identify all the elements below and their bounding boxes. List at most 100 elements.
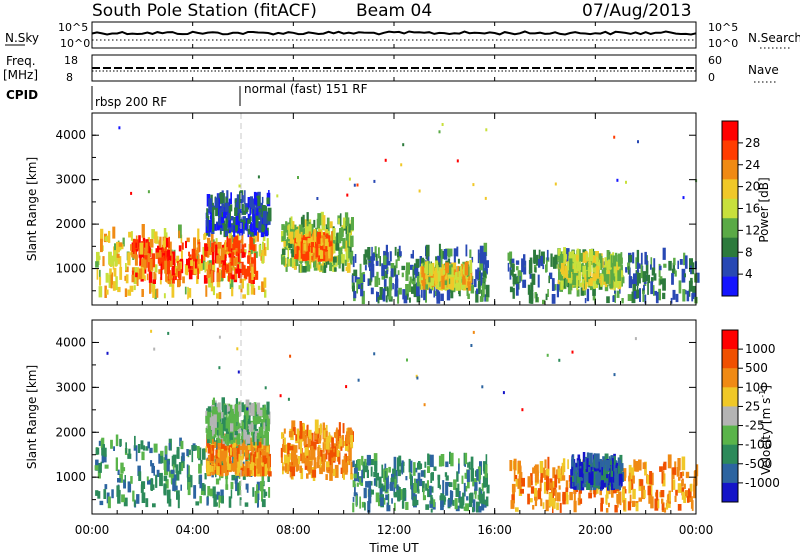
scatter-cell (287, 442, 290, 454)
scatter-cell (265, 491, 268, 497)
scatter-cell (252, 209, 254, 220)
scatter-cell (138, 471, 142, 481)
scatter-cell (218, 292, 222, 300)
scatter-cell (291, 221, 295, 227)
scatter-cell (616, 290, 620, 298)
scatter-cell (588, 473, 593, 484)
scatter-cell (468, 276, 470, 281)
scatter-cell (352, 480, 356, 488)
scatter-cell (638, 273, 641, 284)
scatter-cell (447, 258, 451, 268)
scatter-cell (201, 483, 205, 494)
scatter-cell (338, 218, 341, 225)
scatter-cell (123, 497, 128, 507)
nave-label: Nave (748, 63, 779, 77)
velocity-colorbar-label: Velocity [m s-1] (758, 385, 773, 475)
scatter-cell (312, 449, 316, 458)
colorbar-frame (721, 329, 739, 503)
scatter-cell (467, 462, 469, 468)
scatter-cell (450, 268, 454, 277)
scatter-cell (341, 254, 345, 264)
scatter-cell (522, 279, 527, 288)
scatter-cell (155, 248, 159, 259)
scatter-cell (314, 419, 319, 434)
scatter-cell (110, 283, 113, 289)
scatter-cell (375, 474, 378, 487)
scatter-cell (99, 500, 104, 506)
scatter-cell (233, 217, 237, 226)
scatter-cell (218, 444, 222, 458)
scatter-cell (308, 461, 311, 475)
scatter-cell (528, 260, 533, 274)
scatter-cell (160, 450, 164, 456)
scatter-cell (429, 485, 432, 498)
scatter-cell (378, 498, 382, 507)
scatter-cell (261, 224, 265, 233)
scatter-cell (244, 448, 246, 453)
scatter-cell (176, 490, 180, 500)
scatter-cell (355, 495, 358, 507)
scatter-cell (318, 451, 321, 459)
scatter-cell (345, 233, 349, 248)
scatter-cell (323, 438, 327, 443)
scatter-cell (234, 207, 238, 216)
scatter-cell (111, 255, 115, 267)
scatter-cell (420, 277, 423, 290)
scatter-cell (405, 270, 409, 281)
scatter-cell (253, 422, 257, 430)
scatter-cell (568, 270, 571, 278)
y-tick-label: 1000 (55, 470, 86, 484)
scatter-cell (297, 460, 300, 471)
scatter-cell (412, 250, 414, 259)
scatter-cell (342, 237, 346, 249)
scatter-cell (631, 279, 634, 285)
scatter-cell (135, 447, 138, 462)
scatter-cell (363, 254, 367, 265)
scatter-cell (231, 243, 235, 253)
scatter-cell (620, 470, 622, 483)
scatter-cell (168, 443, 171, 450)
scatter-cell (295, 434, 298, 441)
scatter-cell (340, 446, 343, 451)
scatter-cell (516, 266, 519, 271)
scatter-cell (181, 242, 184, 250)
scatter-cell (483, 242, 488, 256)
scatter-cell (463, 482, 466, 497)
scatter-cell (595, 473, 600, 486)
scatter-cell (230, 224, 234, 231)
scatter-cell (127, 289, 132, 296)
scatter-cell (157, 254, 162, 264)
scatter-cell (263, 489, 266, 498)
scatter-cell (220, 412, 224, 419)
scatter-cell (131, 267, 135, 273)
scatter-cell (402, 491, 406, 501)
scatter-cell (222, 409, 225, 422)
scatter-cell (364, 249, 368, 258)
scatter-cell (180, 456, 185, 469)
scatter-cell (580, 480, 585, 491)
scatter-cell (398, 245, 401, 256)
scatter-cell (450, 287, 454, 299)
scatter-cell (553, 257, 556, 269)
scatter-cell (463, 452, 466, 466)
power-colorbar-label: Power [dB] (757, 177, 771, 242)
scatter-cell (413, 478, 416, 486)
scatter-cell (416, 376, 419, 380)
x-tick-label: 12:00 (377, 523, 412, 537)
scatter-cell (565, 279, 568, 287)
scatter-cell (629, 267, 631, 281)
scatter-cell (267, 476, 270, 482)
colorbar-tick-label: 1000 (745, 342, 776, 356)
scatter-cell (395, 278, 399, 288)
scatter-cell (98, 440, 102, 446)
scatter-cell (217, 402, 221, 413)
scatter-cell (285, 221, 288, 233)
scatter-cell (662, 463, 665, 471)
scatter-cell (348, 449, 351, 460)
scatter-cell (168, 498, 172, 507)
scatter-cell (446, 289, 451, 301)
scatter-cell (325, 229, 328, 234)
scatter-cell (229, 278, 234, 289)
scatter-cell (218, 366, 221, 370)
scatter-cell (207, 237, 211, 251)
